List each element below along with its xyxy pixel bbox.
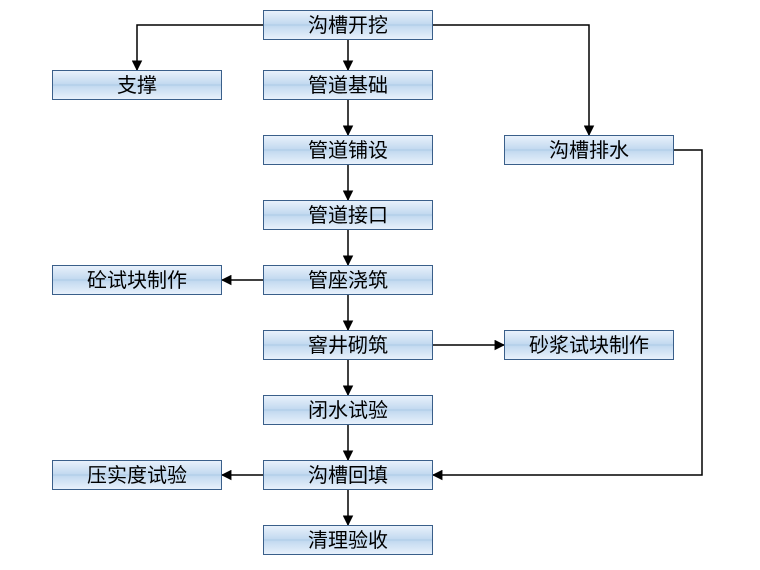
- flowchart-node-n8: 管座浇筑: [263, 265, 433, 295]
- flowchart-node-n9: 窨井砌筑: [263, 330, 433, 360]
- flowchart-node-n14: 清理验收: [263, 525, 433, 555]
- flowchart-node-n5: 沟槽排水: [504, 135, 674, 165]
- flowchart-node-n13: 沟槽回填: [263, 460, 433, 490]
- flowchart-node-n2: 支撑: [52, 70, 222, 100]
- flowchart-node-n12: 压实度试验: [52, 460, 222, 490]
- flowchart-node-n6: 管道接口: [263, 200, 433, 230]
- flowchart-node-n11: 闭水试验: [263, 395, 433, 425]
- flowchart-node-n4: 管道铺设: [263, 135, 433, 165]
- flowchart-node-n1: 沟槽开挖: [263, 10, 433, 40]
- flowchart-node-n7: 砼试块制作: [52, 265, 222, 295]
- flowchart-node-n10: 砂浆试块制作: [504, 330, 674, 360]
- flowchart-node-n3: 管道基础: [263, 70, 433, 100]
